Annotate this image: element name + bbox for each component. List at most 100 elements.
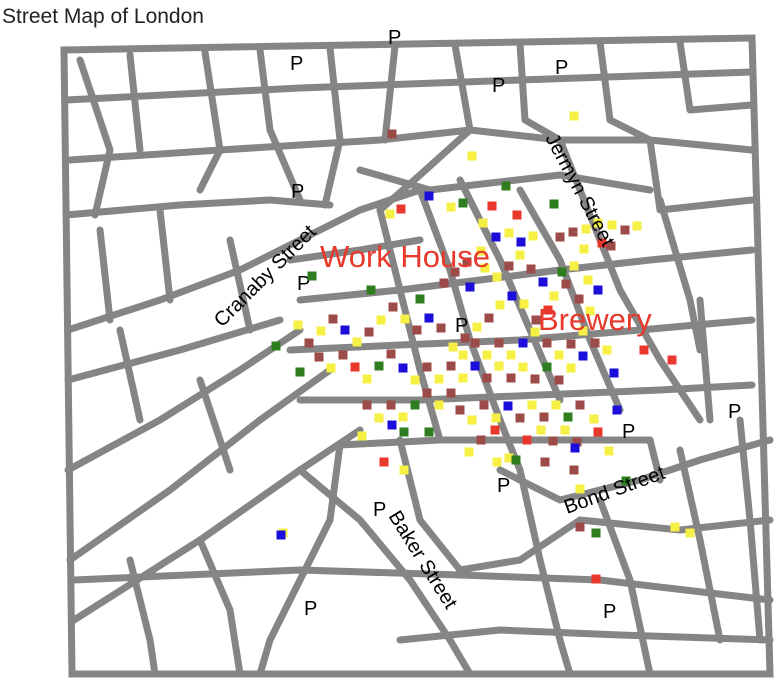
incident-point <box>458 350 468 360</box>
incident-point <box>492 272 502 282</box>
incident-point <box>504 453 514 463</box>
incident-point <box>410 400 420 410</box>
incident-point <box>276 530 286 540</box>
incident-point <box>585 306 595 316</box>
incident-point <box>574 294 584 304</box>
incident-point <box>352 337 362 347</box>
incident-point <box>570 443 580 453</box>
incident-point <box>536 425 546 435</box>
incident-point <box>527 400 537 410</box>
incident-point <box>563 412 573 422</box>
incident-point <box>340 325 350 335</box>
incident-point <box>480 263 490 273</box>
incident-point <box>516 237 526 247</box>
pump-marker: P <box>290 53 303 75</box>
incident-point <box>549 199 559 209</box>
incident-point <box>462 257 472 267</box>
incident-point <box>531 315 541 325</box>
incident-point <box>621 476 631 486</box>
incident-point <box>578 326 588 336</box>
incident-point <box>478 218 488 228</box>
incident-point <box>470 361 480 371</box>
pump-marker: P <box>388 27 401 49</box>
incident-point <box>376 315 386 325</box>
incident-point <box>271 341 281 351</box>
incident-point <box>464 447 474 457</box>
incident-point <box>609 368 619 378</box>
incident-point <box>566 339 576 349</box>
incident-point <box>530 374 540 384</box>
incident-point <box>448 342 458 352</box>
incident-point <box>501 181 511 191</box>
incident-point <box>338 350 348 360</box>
incident-point <box>316 326 326 336</box>
incident-point <box>620 225 630 235</box>
incident-point <box>487 201 497 211</box>
incident-point <box>578 351 588 361</box>
incident-point <box>569 261 579 271</box>
incident-point <box>350 362 360 372</box>
incident-point <box>304 338 314 348</box>
incident-point <box>388 302 398 312</box>
incident-point <box>362 374 372 384</box>
incident-point <box>554 350 564 360</box>
incident-point <box>458 373 468 383</box>
incident-point <box>490 425 500 435</box>
pump-marker: P <box>291 181 304 203</box>
incident-point <box>504 261 514 271</box>
incident-point <box>528 231 538 241</box>
incident-point <box>554 375 564 385</box>
incident-point <box>518 362 528 372</box>
incident-point <box>476 246 486 256</box>
incident-point <box>379 457 389 467</box>
incident-point <box>539 412 549 422</box>
incident-point <box>507 291 517 301</box>
landmark-brewery: Brewery <box>538 302 652 337</box>
incident-point <box>504 228 514 238</box>
incident-point <box>572 437 582 447</box>
incident-point <box>590 338 600 348</box>
incident-point <box>602 345 612 355</box>
incident-point <box>612 405 622 415</box>
incident-point <box>548 436 558 446</box>
incident-point <box>593 218 603 228</box>
incident-point <box>526 264 536 274</box>
incident-point <box>568 227 578 237</box>
incident-point <box>506 373 516 383</box>
incident-point <box>410 375 420 385</box>
incident-point <box>593 427 603 437</box>
incident-point <box>560 425 570 435</box>
incident-point <box>575 484 585 494</box>
incident-point <box>555 232 565 242</box>
incident-point <box>424 313 434 323</box>
incident-point <box>467 151 477 161</box>
incident-point <box>364 327 374 337</box>
incident-point <box>446 388 456 398</box>
incident-point <box>549 291 559 301</box>
incident-point <box>639 345 649 355</box>
incident-point <box>424 427 434 437</box>
pump-marker: P <box>373 499 386 521</box>
incident-point <box>455 405 465 415</box>
incident-point <box>518 338 528 348</box>
pump-marker: P <box>622 421 635 443</box>
incident-point <box>479 400 489 410</box>
incident-point <box>470 338 480 348</box>
incident-point <box>581 224 591 234</box>
incident-point <box>307 271 317 281</box>
incident-point <box>295 367 305 377</box>
incident-point <box>604 446 614 456</box>
pump-markers: P P P P P P P P P P P P P <box>290 27 741 623</box>
incident-point <box>569 465 579 475</box>
incident-point <box>482 350 492 360</box>
incident-points <box>271 111 695 584</box>
incident-point <box>506 350 516 360</box>
incident-point <box>366 285 376 295</box>
incident-point <box>424 191 434 201</box>
incident-point <box>460 333 470 343</box>
pump-marker: P <box>555 57 568 79</box>
incident-point <box>492 457 502 467</box>
pump-marker: P <box>304 598 317 620</box>
incident-point <box>398 363 408 373</box>
